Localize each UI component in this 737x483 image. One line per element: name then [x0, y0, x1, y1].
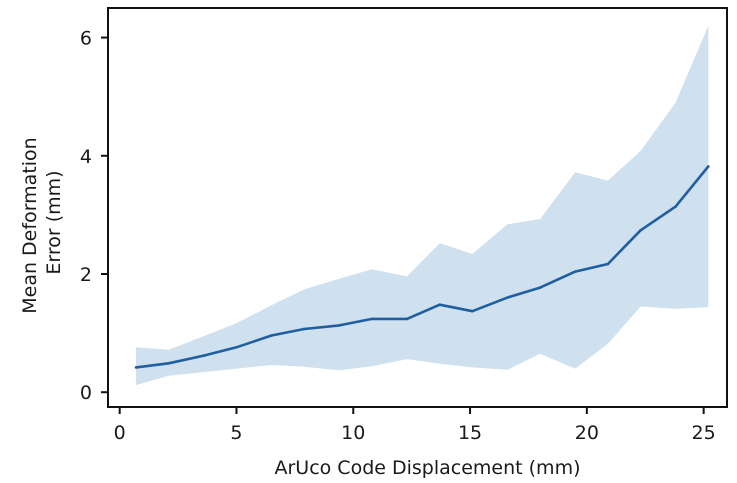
x-axis-title: ArUco Code Displacement (mm)	[274, 457, 580, 479]
data-point	[674, 205, 677, 208]
x-tick-label: 20	[575, 422, 599, 444]
mean-line-layer	[134, 165, 710, 369]
data-point	[134, 366, 138, 369]
data-point	[471, 309, 474, 313]
data-point	[707, 165, 710, 168]
y-axis-ticks: 0 2 4 6	[80, 28, 108, 404]
axes	[107, 7, 728, 408]
data-point	[235, 345, 238, 349]
mean-error-line	[135, 165, 710, 369]
confidence-band	[136, 25, 709, 386]
data-point	[573, 270, 577, 273]
y-tick-label: 0	[80, 382, 92, 404]
x-tick-label: 15	[458, 422, 482, 444]
y-axis-title-line-1: Mean Deformation	[19, 137, 41, 313]
data-point	[538, 286, 542, 289]
data-point	[302, 327, 306, 331]
y-axis-title: Mean Deformation Error (mm)	[19, 131, 65, 314]
x-axis-ticks: 0 5 10 15 20 25	[114, 407, 716, 444]
x-tick-label: 10	[341, 422, 365, 444]
x-tick-label: 25	[692, 422, 716, 444]
data-point	[438, 303, 441, 307]
y-tick-label: 2	[80, 264, 92, 286]
data-point	[370, 317, 374, 321]
y-axis-title-line-2: Error (mm)	[43, 170, 65, 274]
data-point	[337, 324, 341, 327]
data-point	[405, 317, 409, 321]
data-point	[606, 262, 610, 266]
plot-frame	[107, 7, 728, 408]
data-point	[202, 354, 206, 357]
x-tick-label: 5	[230, 422, 242, 444]
y-tick-label: 4	[80, 146, 92, 168]
data-point	[270, 334, 273, 337]
confidence-band-layer	[136, 25, 709, 386]
data-point	[167, 361, 171, 365]
x-tick-label: 0	[114, 422, 126, 444]
data-point	[506, 296, 509, 299]
data-point	[639, 228, 642, 232]
y-tick-label: 6	[80, 28, 92, 50]
